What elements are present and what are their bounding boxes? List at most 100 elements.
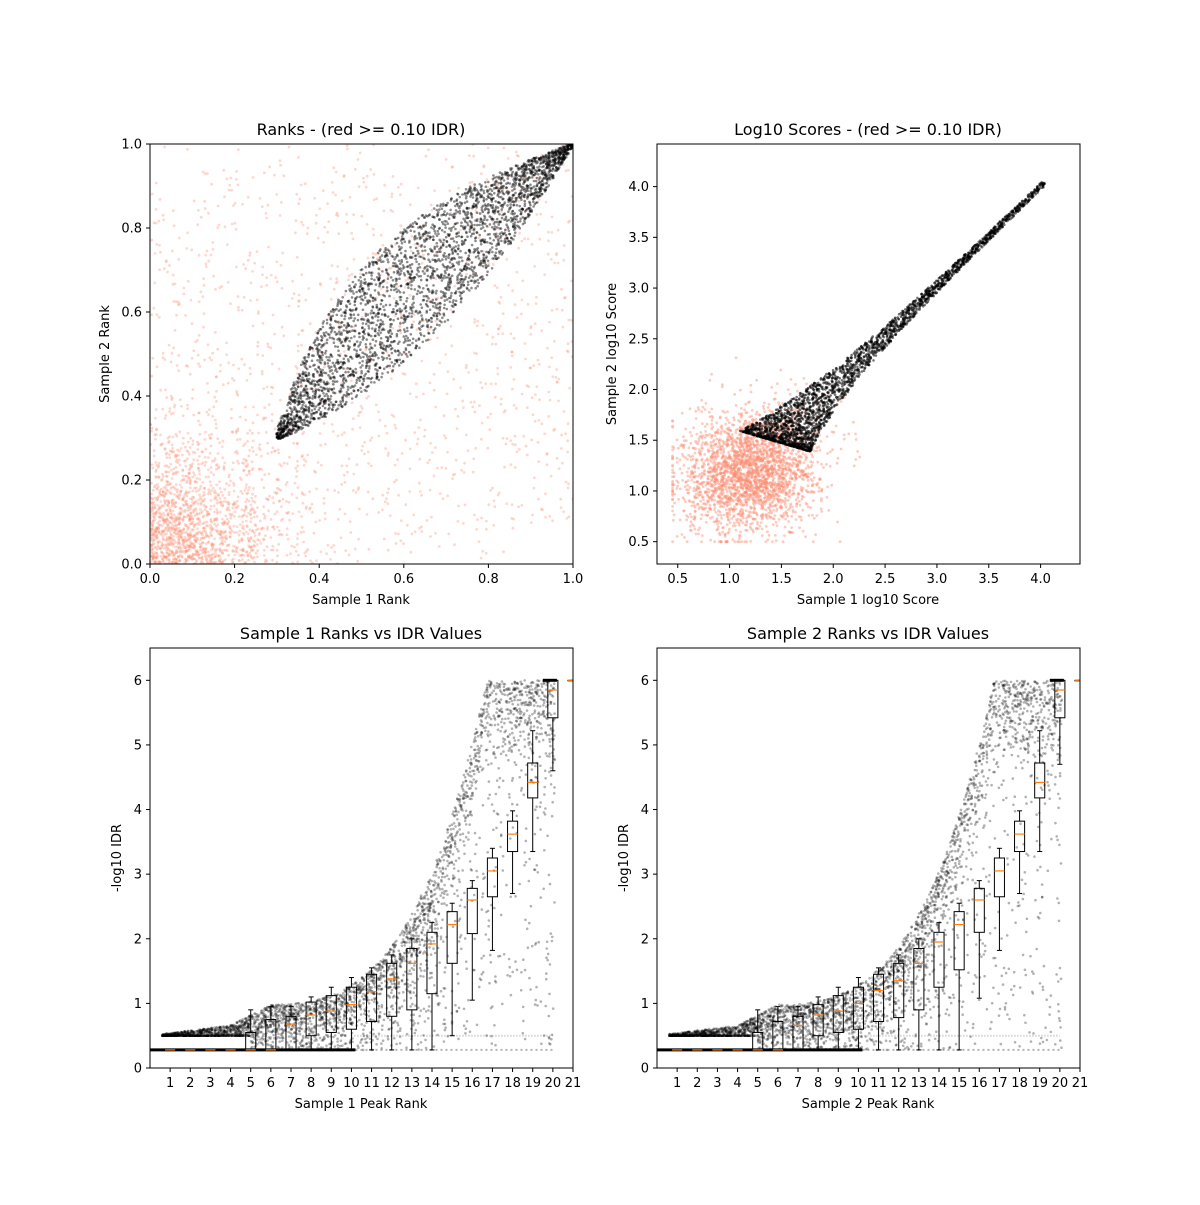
scatter-point [184, 546, 188, 550]
scatter-point [403, 337, 407, 341]
scatter-point [332, 287, 336, 291]
scatter-point [209, 554, 212, 557]
scatter-point [296, 532, 300, 536]
scatter-point [173, 554, 176, 557]
scatter-point [317, 343, 321, 346]
scatter-point [194, 558, 198, 562]
scatter-point [233, 510, 237, 514]
scatter-point [267, 245, 270, 249]
scatter-point [339, 325, 343, 329]
scatter-point [316, 387, 320, 391]
scatter-point [481, 226, 485, 229]
scatter-point [163, 448, 167, 451]
scatter-point [510, 195, 514, 198]
scatter-point [291, 427, 295, 430]
scatter-point [503, 409, 507, 412]
scatter-point [335, 370, 339, 374]
scatter-point [160, 477, 164, 481]
scatter-point [248, 366, 252, 370]
scatter-point [454, 458, 458, 462]
scatter-point [180, 554, 184, 558]
scatter-point [158, 268, 162, 272]
scatter-point [482, 165, 486, 169]
scatter-point [370, 346, 374, 350]
scatter-point [180, 547, 183, 550]
scatter-point [437, 232, 440, 236]
scatter-point [512, 204, 515, 207]
scatter-point [246, 553, 250, 557]
scatter-point [357, 185, 361, 189]
scatter-point [391, 369, 395, 373]
scatter-point [421, 213, 425, 217]
scatter-point [402, 542, 405, 545]
scatter-point [285, 417, 289, 420]
scatter-point [159, 560, 162, 564]
scatter-point [499, 324, 502, 328]
scatter-point [540, 183, 543, 187]
scatter-point [161, 407, 165, 411]
scatter-point [354, 297, 357, 301]
scatter-point [188, 535, 192, 538]
scatter-point [188, 533, 192, 537]
scatter-point [292, 384, 295, 387]
scatter-point [168, 543, 172, 547]
scatter-point [323, 400, 326, 403]
scatter-point [478, 263, 481, 266]
scatter-point [389, 347, 393, 351]
scatter-point [269, 536, 273, 539]
scatter-point [166, 499, 169, 502]
scatter-point [360, 214, 364, 218]
scatter-point [331, 379, 335, 383]
scatter-point [506, 175, 510, 179]
scatter-point [281, 517, 285, 521]
scatter-point [510, 350, 514, 354]
scatter-point [330, 309, 333, 313]
scatter-point [285, 425, 289, 429]
scatter-point [331, 372, 335, 375]
scatter-point [151, 497, 154, 501]
scatter-point [151, 555, 154, 559]
scatter-point [413, 242, 417, 246]
scatter-point [305, 505, 308, 509]
scatter-point [462, 209, 465, 213]
scatter-point [382, 305, 385, 308]
scatter-point [177, 449, 181, 453]
scatter-point [325, 318, 329, 322]
scatter-point [202, 490, 206, 494]
scatter-point [229, 516, 233, 520]
scatter-point [328, 370, 332, 373]
scatter-point [179, 528, 182, 532]
scatter-point [313, 411, 316, 415]
scatter-point [178, 522, 181, 526]
scatter-point [288, 423, 292, 427]
scatter-point [547, 239, 550, 243]
scatter-point [417, 262, 421, 266]
scatter-point [453, 303, 456, 306]
scatter-point [398, 248, 401, 252]
scatter-point [185, 499, 188, 503]
scatter-point [197, 334, 201, 337]
scatter-point [385, 289, 388, 293]
scatter-point [337, 232, 341, 236]
scatter-point [189, 540, 192, 544]
scatter-point [261, 322, 265, 325]
scatter-point [150, 192, 154, 196]
scatter-point [190, 356, 194, 360]
scatter-point [233, 451, 237, 454]
scatter-point [479, 227, 483, 230]
scatter-point [413, 220, 417, 224]
scatter-point [464, 364, 468, 367]
scatter-point [188, 544, 192, 548]
panel-ranks: Ranks - (red >= 0.10 IDR) Sample 1 Rank … [98, 120, 465, 608]
scatter-point [475, 204, 478, 208]
scatter-point [342, 175, 346, 178]
scatter-point [209, 533, 213, 537]
scatter-point [178, 463, 182, 467]
scatter-point [570, 145, 573, 149]
scatter-point [314, 343, 317, 347]
scatter-point [482, 198, 486, 202]
scatter-point [214, 550, 217, 554]
scatter-point [170, 537, 174, 541]
scatter-point [540, 172, 543, 175]
scatter-point [188, 486, 192, 490]
